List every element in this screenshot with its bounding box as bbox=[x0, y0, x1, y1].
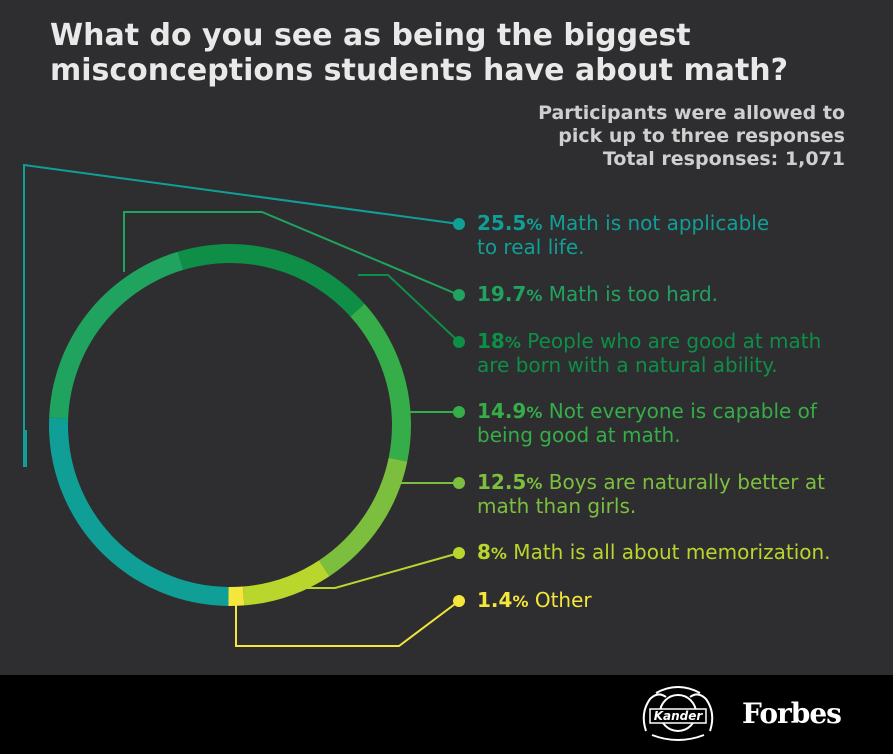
legend-item-6: 8% Math is all about memorization. bbox=[477, 541, 877, 565]
legend-percent-sign: % bbox=[526, 403, 543, 422]
legend-percent-sign: % bbox=[504, 333, 521, 352]
footer: Kander Forbes bbox=[0, 675, 893, 754]
legend-label-line: math than girls. bbox=[477, 494, 637, 518]
slice-2 bbox=[49, 251, 184, 419]
kander-logo: Kander bbox=[636, 683, 720, 749]
legend-value: 12.5 bbox=[477, 470, 527, 494]
legend-label-line: Not everyone is capable of bbox=[542, 399, 817, 423]
legend-percent-sign: % bbox=[512, 592, 529, 611]
subtitle-line-2: pick up to three responses bbox=[558, 125, 845, 147]
legend-item-7: 1.4% Other bbox=[477, 589, 877, 613]
chart-title: What do you see as being the biggest mis… bbox=[50, 18, 789, 88]
legend-percent-sign: % bbox=[526, 474, 543, 493]
subtitle-line-1: Participants were allowed to bbox=[538, 102, 845, 124]
leader-line-6 bbox=[305, 552, 460, 589]
slice-6 bbox=[242, 560, 330, 606]
legend-dot-7 bbox=[453, 595, 465, 607]
subtitle-line-3: Total responses: 1,071 bbox=[602, 148, 845, 170]
legend-value: 14.9 bbox=[477, 399, 527, 423]
legend-label-line: People who are good at math bbox=[520, 329, 822, 353]
leader-line-7 bbox=[235, 600, 460, 647]
chart-subtitle: Participants were allowed to pick up to … bbox=[538, 102, 845, 171]
donut-arcs bbox=[48, 244, 411, 606]
slice-4 bbox=[350, 303, 411, 462]
legend-label-line: are born with a natural ability. bbox=[477, 353, 778, 377]
slice-5 bbox=[319, 457, 408, 577]
legend-label-line: Math is all about memorization. bbox=[506, 540, 831, 564]
donut-chart bbox=[23, 163, 465, 647]
legend-value: 1.4 bbox=[477, 588, 513, 612]
legend-dot-6 bbox=[453, 547, 465, 559]
slice-3 bbox=[177, 244, 365, 317]
legend-dot-2 bbox=[453, 289, 465, 301]
legend-label-line: to real life. bbox=[477, 235, 585, 259]
legend-value: 8 bbox=[477, 540, 491, 564]
kander-logo-icon: Kander bbox=[642, 686, 714, 741]
legend-item-5: 12.5% Boys are naturally better at math t… bbox=[477, 471, 877, 518]
legend-dot-1 bbox=[453, 218, 465, 230]
slice-1 bbox=[48, 417, 229, 606]
legend-label-line: Math is not applicable bbox=[542, 211, 770, 235]
legend-item-1: 25.5% Math is not applicable to real life… bbox=[477, 212, 877, 259]
legend-value: 18 bbox=[477, 329, 505, 353]
legend-value: 25.5 bbox=[477, 211, 527, 235]
legend-percent-sign: % bbox=[526, 215, 543, 234]
legend-value: 19.7 bbox=[477, 282, 527, 306]
legend-item-4: 14.9% Not everyone is capable of being go… bbox=[477, 400, 877, 447]
legend-label-line: being good at math. bbox=[477, 423, 681, 447]
leader-line-3 bbox=[358, 274, 460, 343]
legend-label-line: Math is too hard. bbox=[542, 282, 718, 306]
legend-item-3: 18% People who are good at math are born … bbox=[477, 330, 877, 377]
leader-lines bbox=[23, 163, 465, 647]
legend-item-2: 19.7% Math is too hard. bbox=[477, 283, 877, 307]
slice-7 bbox=[228, 586, 245, 606]
legend-dot-5 bbox=[453, 477, 465, 489]
leader-line-1 bbox=[23, 163, 460, 467]
legend-percent-sign: % bbox=[526, 286, 543, 305]
leader-line-2 bbox=[123, 211, 460, 296]
legend-percent-sign: % bbox=[490, 544, 507, 563]
svg-text:Kander: Kander bbox=[654, 709, 704, 723]
forbes-logo: Forbes bbox=[742, 697, 842, 730]
legend-label-line: Boys are naturally better at bbox=[542, 470, 825, 494]
legend-label-line: Other bbox=[528, 588, 592, 612]
legend-dot-4 bbox=[453, 406, 465, 418]
legend-dot-3 bbox=[453, 336, 465, 348]
